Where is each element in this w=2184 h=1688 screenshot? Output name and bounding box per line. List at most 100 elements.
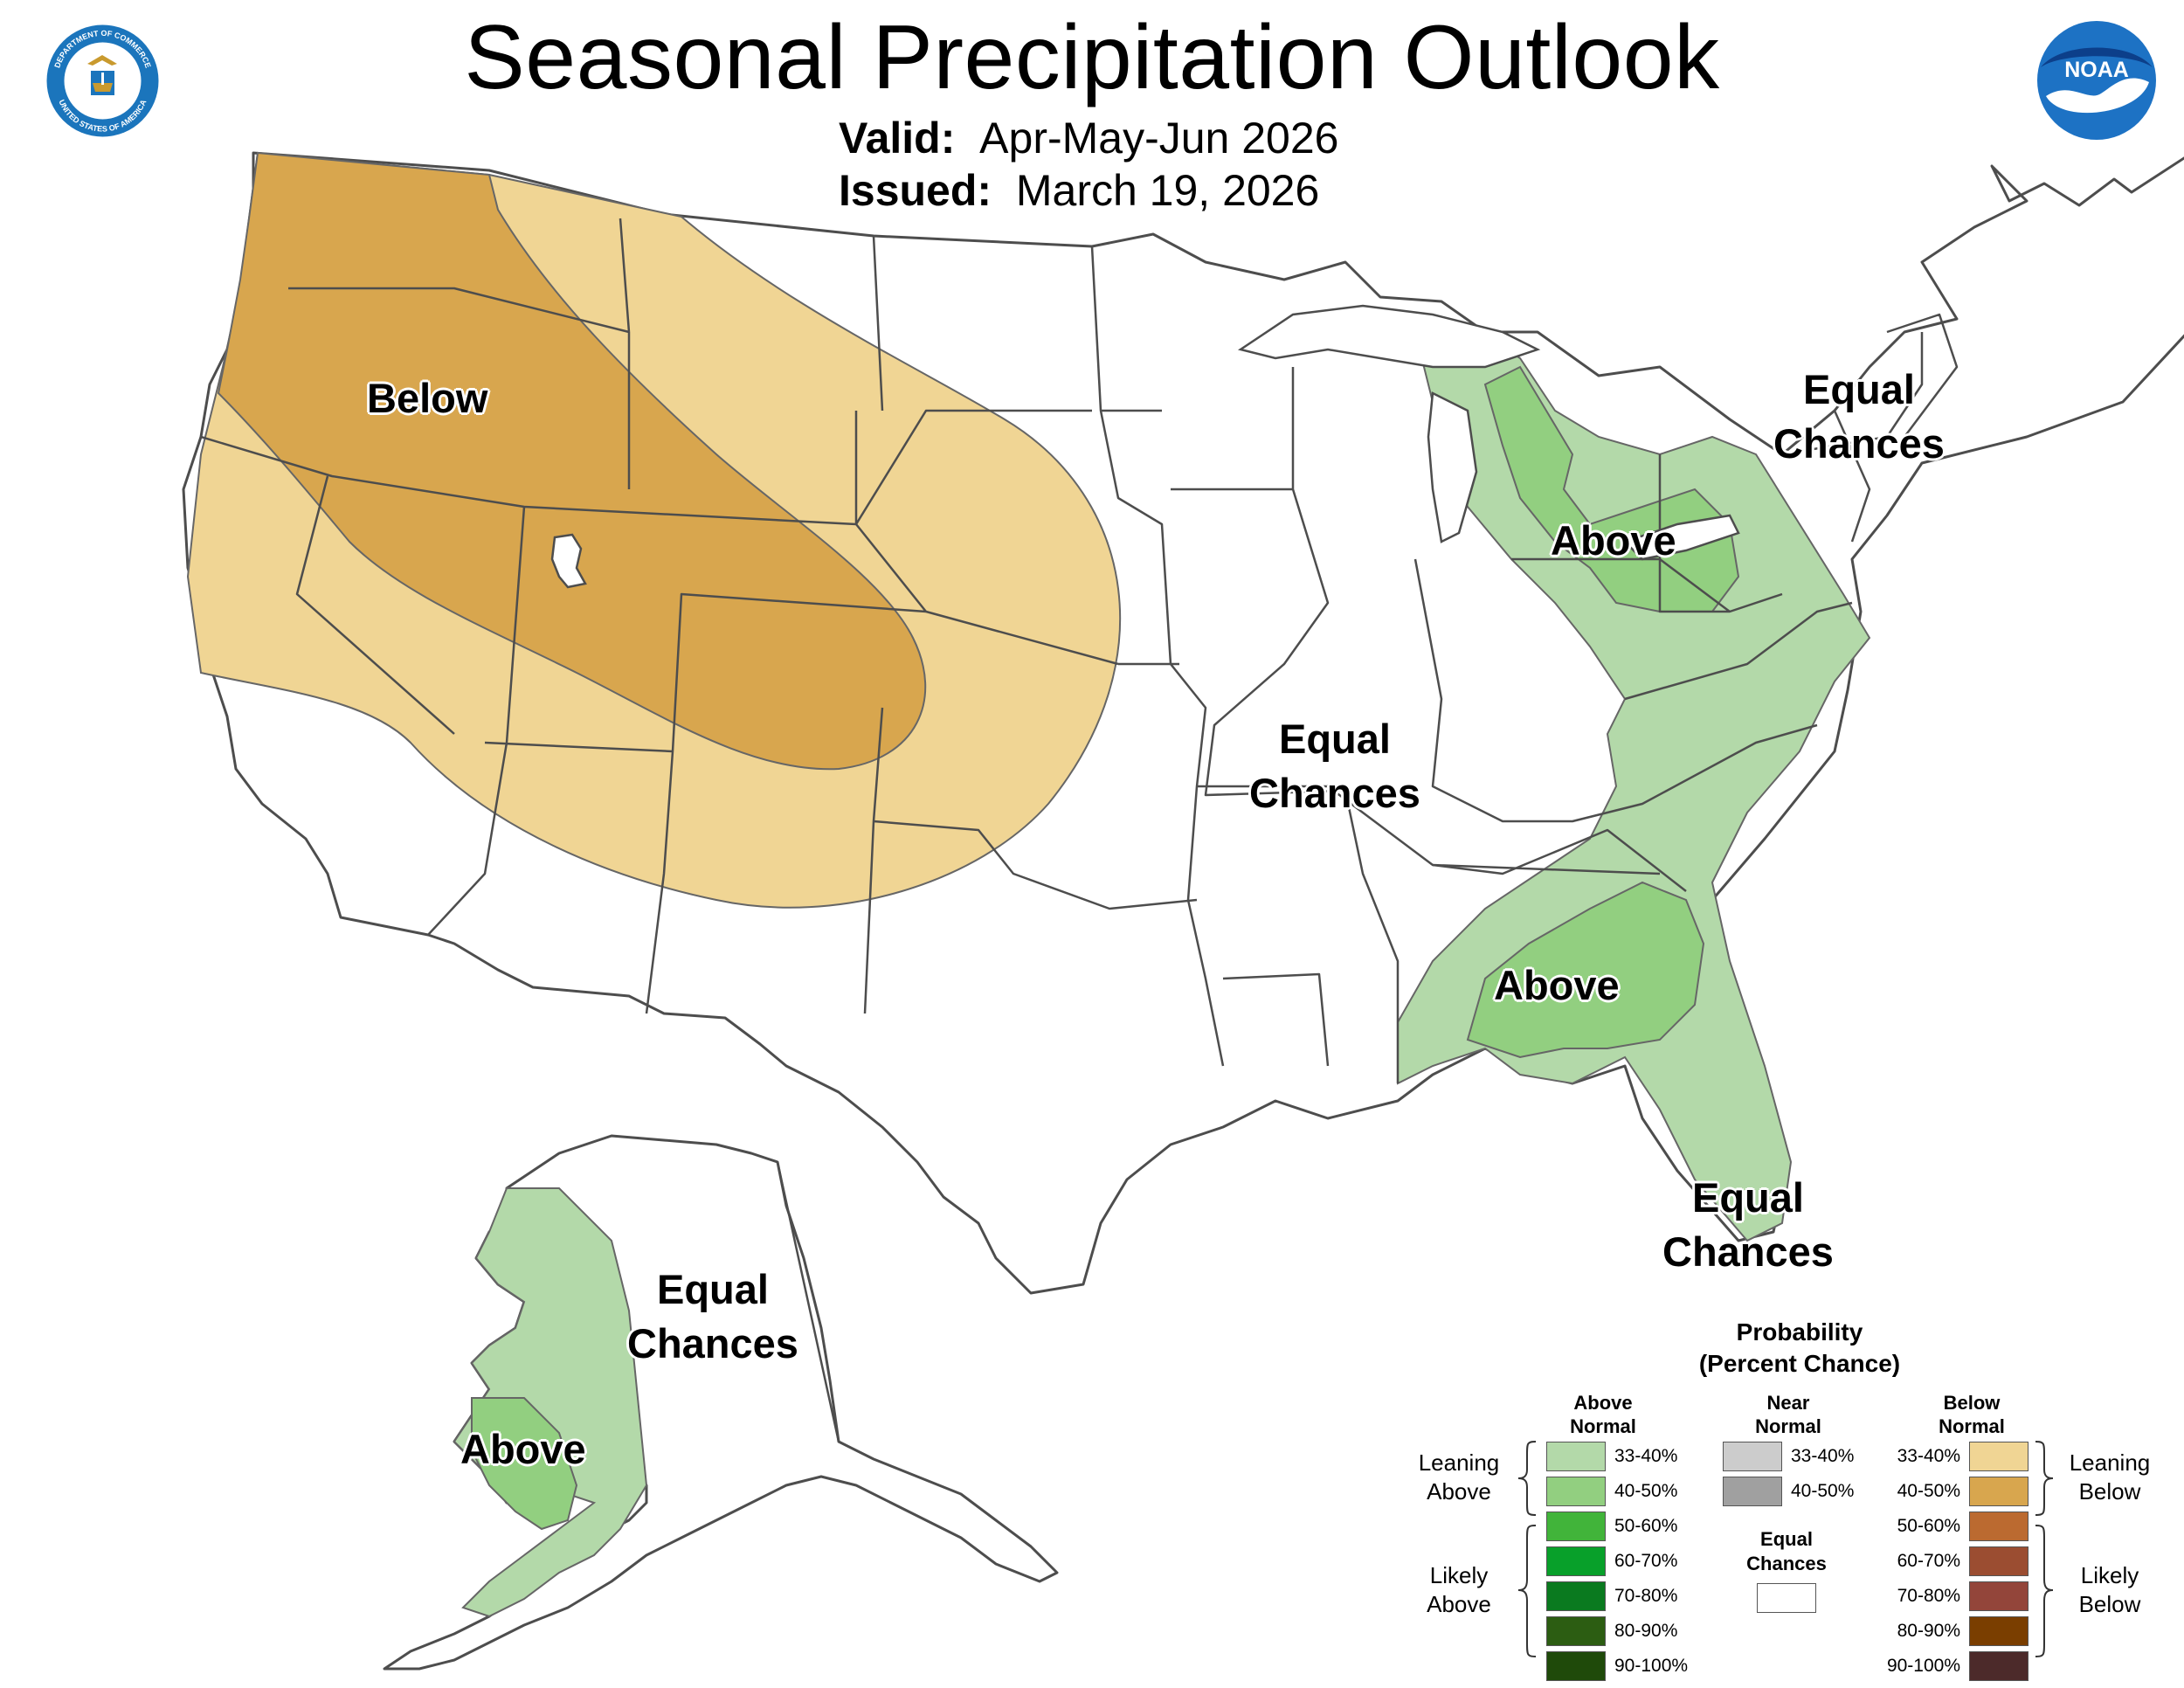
label-equal-florida-line2: Chances (1662, 1228, 1834, 1275)
legend-below-swatch (1969, 1512, 2028, 1541)
legend-col-near-l1: Near (1766, 1392, 1810, 1414)
issued-value: March 19, 2026 (1015, 166, 1320, 215)
legend-above-range-label: 50-60% (1614, 1516, 1678, 1536)
lake-michigan (1427, 391, 1478, 543)
legend-leaning-below-label: Leaning Below (2057, 1449, 2162, 1506)
legend-below-range-label: 60-70% (1897, 1551, 1960, 1571)
legend-below-range-label: 40-50% (1897, 1481, 1960, 1501)
legend-below-swatch (1969, 1616, 2028, 1646)
legend-col-near: Near Normal (1723, 1391, 1854, 1438)
label-equal-florida: Equal Chances (1662, 1171, 1834, 1279)
issued-line: Issued: March 19, 2026 (839, 164, 1319, 217)
legend-leaning-below-l1: Leaning (2069, 1449, 2151, 1476)
legend-likely-above-l2: Above (1427, 1591, 1491, 1617)
label-equal-alaska-line1: Equal (656, 1266, 769, 1312)
legend-near-swatch (1723, 1477, 1782, 1506)
label-above-southeast: Above (1494, 962, 1620, 1008)
label-equal-alaska: Equal Chances (627, 1263, 798, 1371)
legend-col-above-l2: Normal (1570, 1415, 1636, 1437)
legend-above-swatch (1546, 1442, 1606, 1471)
legend-near-range-label: 33-40% (1791, 1446, 1855, 1466)
label-equal-northeast-line1: Equal (1802, 366, 1915, 412)
legend-above-range-label: 60-70% (1614, 1551, 1678, 1571)
legend-below-swatch (1969, 1546, 2028, 1576)
legend-equal-chances-label: Equal Chances (1730, 1527, 1843, 1576)
legend-below-range-label: 70-80% (1897, 1586, 1960, 1606)
legend-likely-below-l2: Below (2078, 1591, 2141, 1617)
legend-below-range-label: 90-100% (1886, 1656, 1960, 1676)
legend-above-range-label: 70-80% (1614, 1586, 1678, 1606)
label-above-great-lakes: Above (1551, 517, 1676, 564)
legend-above-range-label: 90-100% (1614, 1656, 1689, 1676)
legend-likely-above-label: Likely Above (1406, 1561, 1511, 1619)
southeast-above-40-50-region (1466, 881, 1705, 1059)
valid-line: Valid: Apr-May-Jun 2026 (839, 112, 1338, 164)
label-equal-central: Equal Chances (1249, 712, 1420, 820)
legend-above-swatch (1546, 1546, 1606, 1576)
legend-near-range-label: 40-50% (1791, 1481, 1855, 1501)
legend-col-below: Below Normal (1906, 1391, 2037, 1438)
legend-title: Probability (1736, 1318, 1863, 1346)
legend-ec-l1: Equal (1760, 1528, 1813, 1550)
lake-erie (1622, 514, 1740, 561)
label-below-west: Below (367, 375, 488, 421)
label-equal-central-line2: Chances (1249, 770, 1420, 816)
legend-likely-above-l1: Likely (1429, 1562, 1489, 1588)
noaa-logo: NOAA (2037, 21, 2156, 140)
legend-leaning-above-label: Leaning Above (1406, 1449, 1511, 1506)
label-equal-florida-line1: Equal (1691, 1174, 1804, 1221)
legend-below-range-label: 80-90% (1897, 1621, 1960, 1641)
label-equal-central-line1: Equal (1278, 716, 1391, 762)
state-borders-east (1413, 313, 1959, 892)
lake-superior (1237, 304, 1541, 369)
legend-ec-l2: Chances (1746, 1553, 1827, 1574)
great-salt-lake (550, 533, 587, 589)
alaska-leaning-above-region (453, 1187, 648, 1618)
legend-above-range-label: 80-90% (1614, 1621, 1678, 1641)
legend-leaning-above-l1: Leaning (1418, 1449, 1500, 1476)
legend-braces (1517, 1441, 2054, 1657)
legend-below-range-label: 33-40% (1897, 1446, 1960, 1466)
legend-below-range-label: 50-60% (1897, 1516, 1960, 1536)
legend-col-above-l1: Above (1573, 1392, 1633, 1414)
page-title: Seasonal Precipitation Outlook (464, 7, 1720, 108)
issued-label: Issued: (839, 166, 992, 215)
legend-col-above: Above Normal (1538, 1391, 1669, 1438)
legend-above-swatch (1546, 1477, 1606, 1506)
state-borders-central (1090, 246, 1661, 1083)
legend-near-swatch (1723, 1442, 1782, 1471)
noaa-logo-text: NOAA (2064, 58, 2129, 82)
legend-above-swatch (1546, 1651, 1606, 1681)
legend-below-swatch (1969, 1477, 2028, 1506)
legend-equal-chances-swatch (1757, 1583, 1816, 1613)
legend-likely-below-l1: Likely (2080, 1562, 2139, 1588)
alaska-above-40-50-region (471, 1397, 578, 1531)
legend-leaning-above-l2: Above (1427, 1478, 1491, 1505)
state-borders-alaska (776, 1161, 840, 1442)
legend-subtitle: (Percent Chance) (1698, 1350, 1901, 1377)
legend-above-range-label: 33-40% (1614, 1446, 1678, 1466)
legend-below-swatch (1969, 1442, 2028, 1471)
legend-below-swatch (1969, 1581, 2028, 1611)
legend-likely-below-label: Likely Below (2057, 1561, 2162, 1619)
label-above-alaska: Above (460, 1426, 586, 1472)
legend-above-swatch (1546, 1581, 1606, 1611)
legend-col-below-l1: Below (1943, 1392, 2001, 1414)
west-below-40-50-region (217, 151, 927, 771)
state-borders-west (200, 218, 1198, 1014)
label-equal-northeast-line2: Chances (1773, 420, 1945, 467)
label-equal-northeast: Equal Chances (1773, 363, 1945, 471)
valid-label: Valid: (839, 114, 956, 163)
legend-col-near-l2: Normal (1755, 1415, 1821, 1437)
legend-below-swatch (1969, 1651, 2028, 1681)
legend-leaning-below-l2: Below (2078, 1478, 2141, 1505)
probability-legend: Probability (Percent Chance) Above Norma… (1389, 1311, 2175, 1681)
legend-above-range-label: 40-50% (1614, 1481, 1678, 1501)
valid-value: Apr-May-Jun 2026 (979, 114, 1339, 163)
legend-above-swatch (1546, 1512, 1606, 1541)
label-equal-alaska-line2: Chances (627, 1320, 798, 1366)
legend-col-below-l2: Normal (1939, 1415, 2005, 1437)
legend-above-swatch (1546, 1616, 1606, 1646)
commerce-seal-logo: DEPARTMENT OF COMMERCE UNITED STATES OF … (46, 24, 159, 137)
